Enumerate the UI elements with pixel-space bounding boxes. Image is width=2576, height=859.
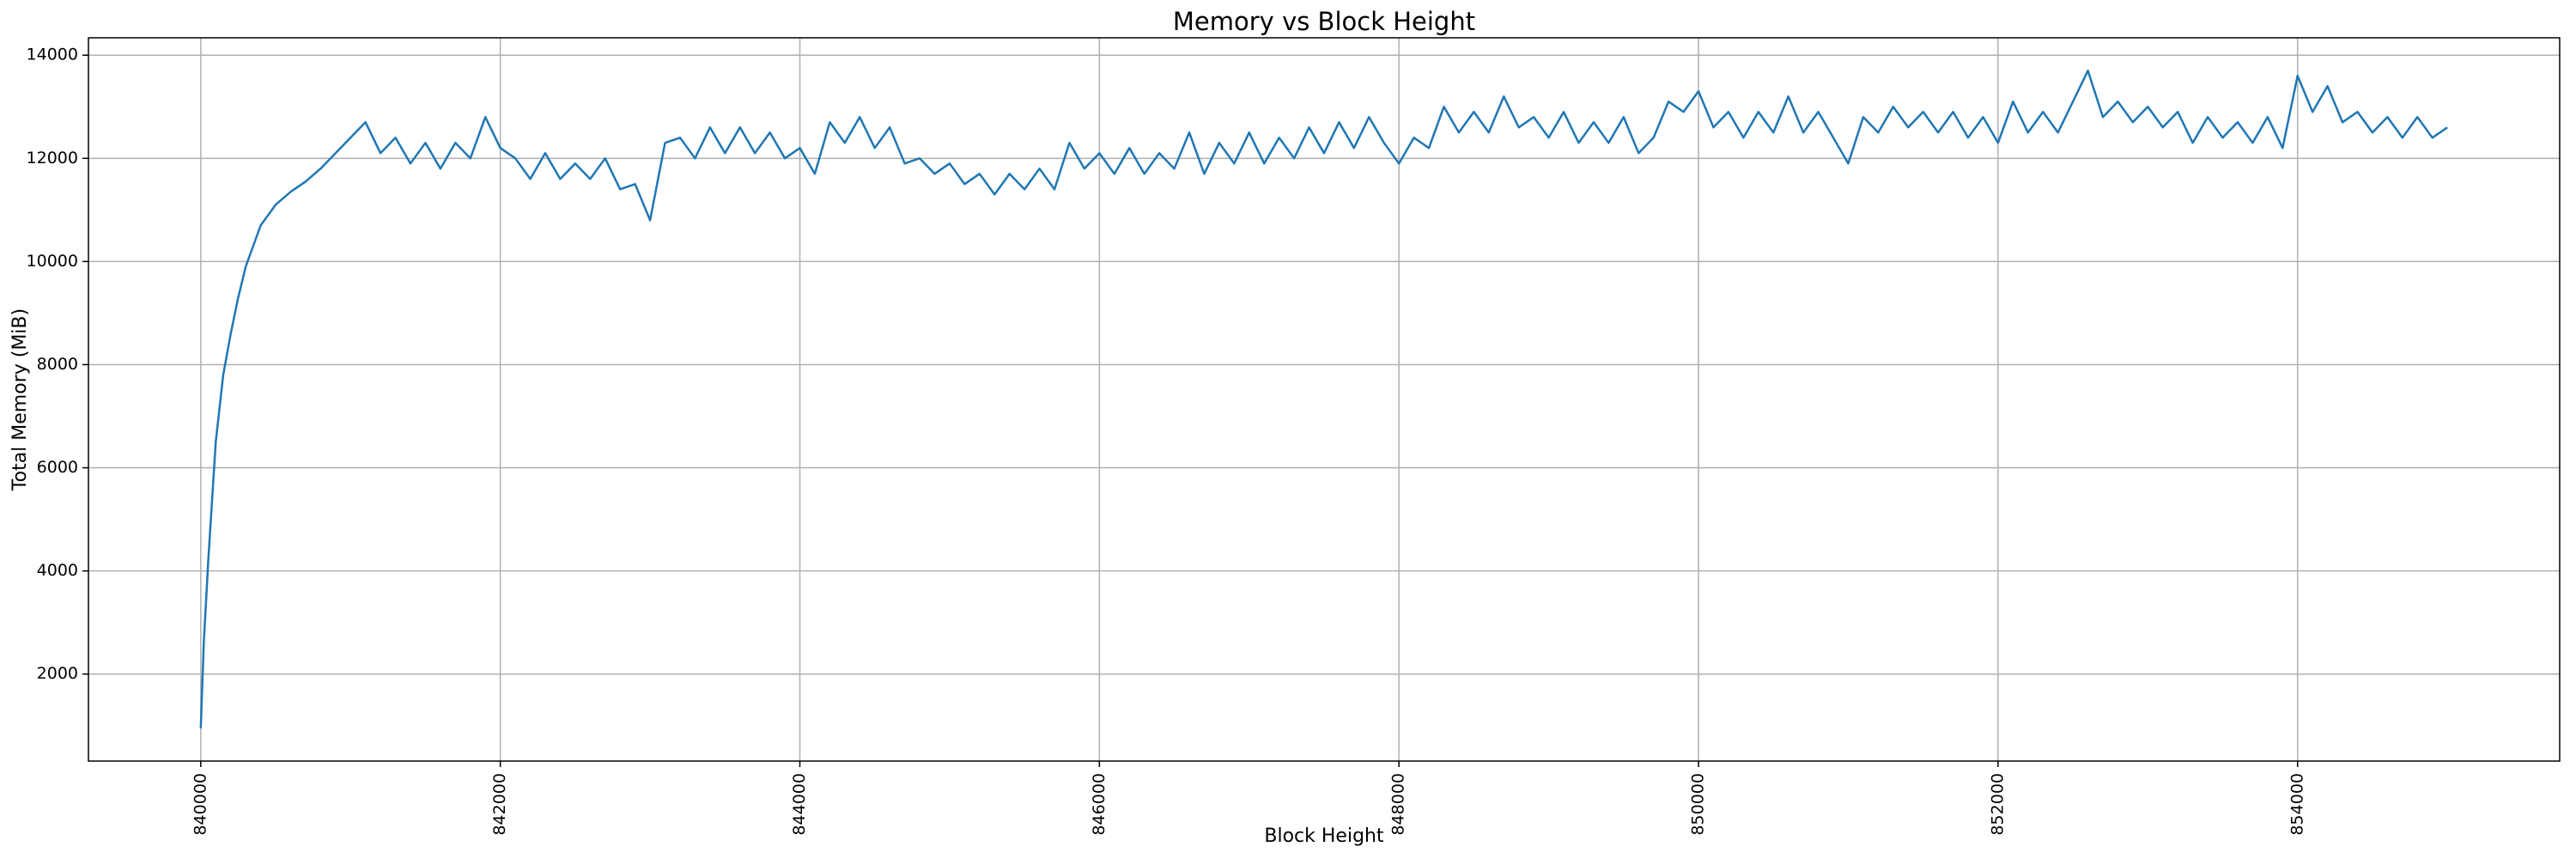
y-tick-label: 10000 xyxy=(27,252,78,271)
x-tick-label: 846000 xyxy=(1090,773,1109,836)
x-tick-label: 842000 xyxy=(490,773,509,836)
y-tick-label: 12000 xyxy=(27,149,78,168)
x-tick-label: 840000 xyxy=(191,773,210,836)
y-axis-label: Total Memory (MiB) xyxy=(9,308,31,491)
y-tick-label: 14000 xyxy=(27,46,78,64)
y-tick-label: 2000 xyxy=(37,664,78,683)
chart-title: Memory vs Block Height xyxy=(1173,7,1475,36)
plot-frame xyxy=(88,37,2561,762)
y-tick-label: 4000 xyxy=(37,561,78,580)
y-tick-label: 6000 xyxy=(37,458,78,477)
x-axis-label: Block Height xyxy=(1264,825,1384,847)
x-tick-label: 850000 xyxy=(1689,773,1708,836)
x-tick-label: 854000 xyxy=(2287,773,2306,836)
x-tick-label: 848000 xyxy=(1389,773,1408,836)
x-tick-label: 852000 xyxy=(1988,773,2007,836)
data-line xyxy=(199,70,2448,728)
x-tick-label: 844000 xyxy=(790,773,809,836)
y-tick-label: 8000 xyxy=(37,355,78,374)
